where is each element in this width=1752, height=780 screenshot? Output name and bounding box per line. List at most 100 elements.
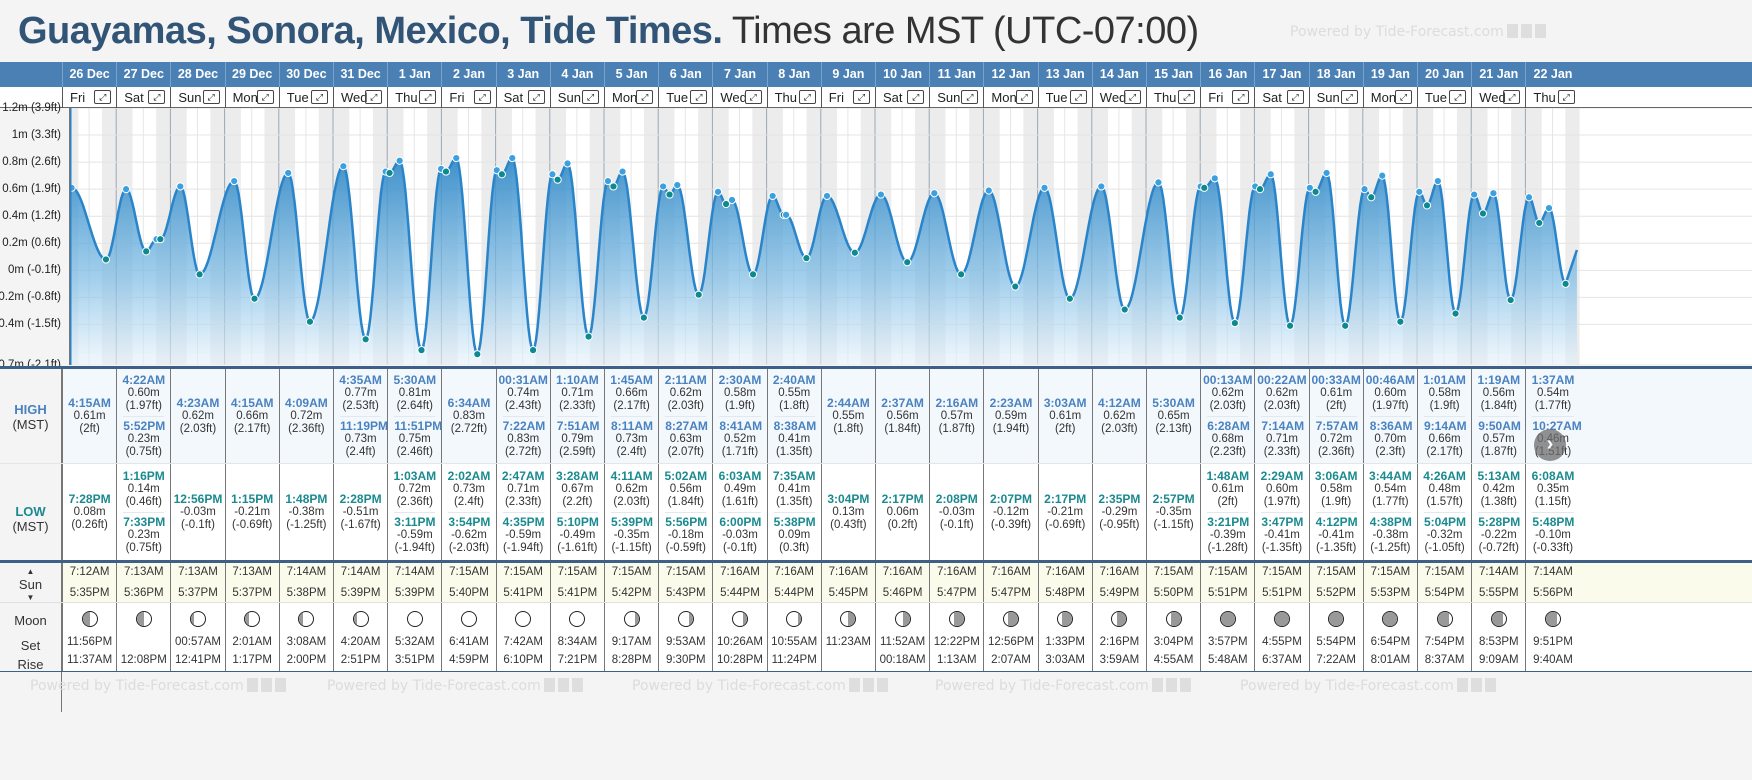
low-tide-point bbox=[1200, 183, 1209, 192]
expand-day-button[interactable]: ⤢ bbox=[1340, 90, 1358, 104]
expand-day-button[interactable]: ⤢ bbox=[310, 90, 328, 104]
expand-day-button[interactable]: ⤢ bbox=[798, 90, 816, 104]
expand-day-button[interactable]: ⤢ bbox=[744, 90, 762, 104]
moon-shadow bbox=[1329, 612, 1344, 626]
date-header-row: 26 Dec 27 Dec 28 Dec 29 Dec 30 Dec 31 Dec 1 Ja… bbox=[0, 62, 1752, 87]
expand-day-button[interactable]: ⤢ bbox=[256, 90, 274, 104]
expand-day-button[interactable]: ⤢ bbox=[148, 90, 166, 104]
expand-day-button[interactable]: ⤢ bbox=[907, 90, 925, 104]
tide-time: 4:23AM bbox=[176, 395, 220, 410]
low-tide-entry: 5:56PM -0.18m (-0.59ft) bbox=[665, 511, 707, 558]
day-name: Fri bbox=[828, 90, 844, 105]
expand-day-button[interactable]: ⤢ bbox=[419, 90, 437, 104]
day-name: Sun bbox=[1316, 90, 1340, 105]
sun-cell: 7:16AM 5:48PM bbox=[1037, 563, 1092, 602]
low-tide-entry: 3:06AM 0.58m (1.9ft) bbox=[1310, 467, 1363, 512]
moon-phase-icon bbox=[731, 611, 748, 627]
expand-day-button[interactable]: ⤢ bbox=[365, 90, 383, 104]
high-tide-point bbox=[1524, 193, 1534, 202]
expand-day-button[interactable]: ⤢ bbox=[636, 90, 654, 104]
high-tide-entry: 1:19AM 0.56m (1.84ft) bbox=[1472, 371, 1525, 416]
expand-day-button[interactable]: ⤢ bbox=[1069, 90, 1087, 104]
sun-cell: 7:16AM 5:49PM bbox=[1091, 563, 1146, 602]
high-tide-point bbox=[768, 191, 777, 201]
sunrise-time: 7:13AM bbox=[178, 565, 218, 578]
sunset-time: 5:46PM bbox=[882, 586, 923, 599]
sunset-time: 5:48PM bbox=[1045, 586, 1085, 599]
expand-day-button[interactable]: ⤢ bbox=[202, 90, 220, 104]
tide-height-ft: (1.84ft) bbox=[884, 422, 921, 435]
expand-day-button[interactable]: ⤢ bbox=[473, 90, 491, 104]
low-tide-entry: 5:28PM -0.22m (-0.72ft) bbox=[1478, 511, 1520, 558]
expand-day-button[interactable]: ⤢ bbox=[961, 90, 979, 104]
moon-shadow bbox=[1491, 612, 1503, 626]
date-header-19: 14 Jan bbox=[1091, 62, 1146, 87]
tide-height-m: 0.60m bbox=[1374, 386, 1407, 399]
moonrise-time: 2:07AM bbox=[991, 654, 1031, 666]
tide-height-m: 0.41m bbox=[778, 482, 811, 495]
moon-cell: 6:54PM 8:01AM bbox=[1362, 603, 1417, 671]
low-tide-point bbox=[142, 247, 151, 256]
sunset-time: 5:45PM bbox=[828, 586, 869, 599]
expand-day-button[interactable]: ⤢ bbox=[1123, 90, 1141, 104]
expand-day-button[interactable]: ⤢ bbox=[1557, 90, 1575, 104]
high-tide-entry: 2:11AM 0.62m (2.03ft) bbox=[659, 371, 712, 416]
high-tide-cell: 1:01AM 0.58m (1.9ft) 9:14AM 0.66m (2.17ft) bbox=[1417, 369, 1471, 463]
expand-day-button[interactable]: ⤢ bbox=[527, 90, 545, 104]
tide-time: 4:35AM bbox=[339, 372, 382, 387]
high-tide-cell: 2:37AM 0.56m (1.84ft) bbox=[875, 369, 929, 463]
scroll-next-button[interactable]: › bbox=[1534, 429, 1566, 461]
tide-height-ft: (-1.25ft) bbox=[1370, 541, 1411, 554]
moon-cell: 00:57AM 12:41PM bbox=[170, 603, 224, 671]
tide-table: 26 Dec 27 Dec 28 Dec 29 Dec 30 Dec 31 Dec 1 Ja… bbox=[0, 62, 1752, 780]
tide-height-ft: (-1.35ft) bbox=[1261, 541, 1303, 554]
low-tide-point bbox=[361, 335, 370, 344]
wave-logo-icon bbox=[1151, 678, 1163, 692]
expand-day-button[interactable]: ⤢ bbox=[1015, 90, 1033, 104]
date-header-7: 2 Jan bbox=[441, 62, 495, 87]
day-name: Wed bbox=[1099, 90, 1127, 105]
expand-day-button[interactable]: ⤢ bbox=[852, 90, 870, 104]
moon-cell: 11:56PM 11:37AM bbox=[62, 603, 116, 671]
title-bar: Guayamas, Sonora, Mexico, Tide Times. Ti… bbox=[0, 0, 1752, 62]
tide-time: 9:14AM bbox=[1424, 418, 1467, 433]
low-tide-row: LOW (MST) 7:28PM 0.08m (0.26ft) 1:16PM 0.14m… bbox=[0, 463, 1752, 560]
high-tide-point bbox=[1322, 168, 1331, 178]
expand-day-button[interactable]: ⤢ bbox=[1503, 90, 1521, 104]
tide-height-ft: (2.17ft) bbox=[233, 422, 271, 435]
low-tide-cell: 5:02AM 0.56m (1.84ft) 5:56PM -0.18m (-0.59ft) bbox=[658, 464, 712, 560]
expand-day-button[interactable]: ⤢ bbox=[1232, 90, 1250, 104]
moonset-time: 3:04PM bbox=[1153, 636, 1194, 648]
expand-day-button[interactable]: ⤢ bbox=[581, 90, 599, 104]
expand-day-button[interactable]: ⤢ bbox=[690, 90, 708, 104]
moonrise-time: 7:22AM bbox=[1316, 654, 1356, 666]
sunset-time: 5:44PM bbox=[774, 586, 814, 599]
tide-time: 7:33PM bbox=[123, 514, 166, 529]
low-tide-point bbox=[748, 270, 758, 279]
low-tide-cell: 1:48PM -0.38m (-1.25ft) bbox=[278, 464, 333, 560]
tide-time: 2:29AM bbox=[1260, 468, 1304, 483]
expand-day-button[interactable]: ⤢ bbox=[1449, 90, 1467, 104]
expand-day-button[interactable]: ⤢ bbox=[1178, 90, 1196, 104]
tide-height-m: 0.60m bbox=[127, 386, 160, 399]
moonset-time: 9:51PM bbox=[1533, 636, 1573, 648]
tide-time: 7:28PM bbox=[68, 491, 111, 506]
tide-time: 7:35AM bbox=[772, 468, 816, 483]
tide-height-m: 0.52m bbox=[724, 432, 756, 445]
tide-time: 1:48PM bbox=[285, 491, 328, 506]
moon-shadow bbox=[299, 612, 303, 626]
low-tide-point bbox=[1311, 187, 1320, 196]
expand-day-button[interactable]: ⤢ bbox=[1286, 90, 1304, 104]
tide-height-m: 0.06m bbox=[886, 505, 919, 518]
high-tide-entry: 2:37AM 0.56m (1.84ft) bbox=[876, 394, 929, 439]
low-tide-entry: 4:11AM 0.62m (2.03ft) bbox=[605, 467, 658, 512]
low-tide-entry: 5:02AM 0.56m (1.84ft) bbox=[659, 467, 712, 512]
sun-cell: 7:13AM 5:37PM bbox=[224, 563, 279, 602]
expand-day-button[interactable]: ⤢ bbox=[94, 90, 112, 104]
tide-time: 12:56PM bbox=[173, 491, 223, 506]
tide-height-m: -0.59m bbox=[505, 528, 542, 541]
moonrise-time: 9:30PM bbox=[665, 654, 706, 666]
tide-height-ft: (2.03ft) bbox=[667, 399, 704, 412]
expand-day-button[interactable]: ⤢ bbox=[1394, 90, 1412, 104]
y-tick-label: -0.2m (-0.8ft) bbox=[0, 291, 61, 304]
